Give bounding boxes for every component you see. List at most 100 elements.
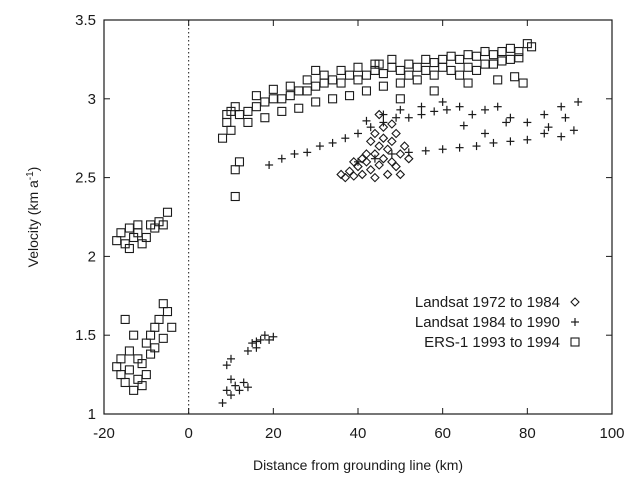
ers1-point — [527, 42, 537, 52]
landsat-1984-point — [269, 332, 278, 341]
landsat-1972-point — [361, 149, 372, 159]
ers1-point — [158, 333, 168, 343]
ers1-point — [158, 220, 168, 230]
landsat-1984-point — [354, 157, 362, 166]
y-tick-label: 2.5 — [75, 170, 96, 187]
landsat-1984-point — [442, 105, 451, 114]
x-tick-label: 40 — [350, 425, 367, 442]
landsat-1984-point — [557, 102, 566, 111]
ers1-point — [361, 86, 372, 96]
legend-entry-landsat-1984: Landsat 1984 to 1990 — [415, 314, 579, 331]
landsat-1984-point — [540, 110, 549, 119]
landsat-1972-point — [404, 153, 414, 164]
y-axis-title: Velocity (km a-1) — [25, 167, 41, 268]
landsat-1972-point — [365, 136, 376, 147]
landsat-1972-point — [336, 169, 346, 180]
landsat-1984-point — [574, 97, 583, 106]
landsat-1984-point — [459, 121, 468, 130]
ers1-point — [353, 62, 363, 72]
ers1-point — [438, 62, 448, 72]
landsat-1984-point — [341, 134, 350, 143]
landsat-1984-point — [481, 129, 489, 138]
ers1-point — [226, 125, 236, 135]
ers1-point — [150, 322, 160, 332]
ers1-point — [124, 243, 134, 254]
landsat-1984-point — [256, 335, 265, 344]
landsat-1972-point — [399, 141, 410, 151]
ers1-point — [514, 46, 524, 57]
landsat-1984-point — [252, 337, 261, 346]
ers1-point — [129, 385, 139, 395]
legend-marker-diamond — [570, 297, 580, 307]
landsat-1984-point — [523, 135, 532, 144]
ers1-point — [429, 58, 439, 68]
data-points — [112, 39, 583, 407]
ers1-point — [146, 349, 156, 359]
landsat-1984-point — [239, 378, 248, 387]
landsat-1984-point — [417, 102, 426, 111]
ers1-point — [387, 54, 397, 64]
ers1-point — [230, 165, 240, 175]
ers1-point — [336, 78, 346, 88]
landsat-1984-point — [569, 126, 578, 135]
ers1-point — [344, 70, 355, 80]
landsat-1984-point — [392, 113, 401, 122]
landsat-1972-point — [365, 164, 376, 175]
ers1-point — [505, 54, 515, 64]
ers1-point — [112, 362, 122, 372]
x-axis-ticks: -20 0 20 40 60 80 100 — [93, 20, 625, 442]
landsat-1972-point — [374, 141, 384, 151]
landsat-1984-point — [387, 149, 396, 158]
ers1-point — [319, 70, 329, 80]
ers1-point — [395, 94, 405, 104]
ers1-point — [133, 220, 143, 230]
ers1-point — [328, 94, 338, 104]
landsat-1984-point — [366, 123, 375, 132]
ers1-point — [230, 191, 240, 202]
landsat-1972-point — [378, 133, 389, 143]
ers1-point — [374, 59, 384, 69]
landsat-1984-point — [421, 146, 430, 155]
landsat-1984-point — [468, 110, 477, 119]
ers1-point — [162, 307, 173, 317]
landsat-1984-point — [303, 148, 312, 157]
ers1-point — [378, 69, 388, 79]
landsat-1984-point — [493, 102, 502, 111]
ers1-point — [319, 78, 329, 88]
landsat-1984-point — [227, 354, 235, 363]
landsat-1972-point — [374, 160, 384, 170]
landsat-1984-point — [231, 381, 240, 390]
legend-entry-ers1: ERS-1 1993 to 1994 — [424, 334, 580, 351]
ers1-point — [387, 62, 397, 72]
landsat-1984-point — [438, 97, 447, 106]
ers1-point — [141, 232, 151, 243]
ers1-point — [471, 51, 482, 61]
ers1-point — [116, 354, 126, 364]
landsat-1984-point — [362, 116, 371, 125]
ers1-point — [167, 322, 177, 332]
y-axis-title-main: Velocity (km a — [25, 180, 41, 267]
ers1-point — [463, 50, 473, 60]
landsat-1984-point — [248, 339, 257, 348]
landsat-1972-point — [340, 172, 351, 183]
ers1-point — [493, 75, 503, 85]
ers1-point — [463, 62, 473, 72]
y-axis-title-superscript: -1 — [25, 171, 36, 180]
ers1-point — [294, 103, 304, 113]
ers1-point — [429, 86, 439, 96]
ers1-point — [124, 365, 134, 375]
legend: Landsat 1972 to 1984 Landsat 1984 to 199… — [415, 294, 580, 351]
ers1-point — [421, 54, 431, 64]
ers1-point — [116, 370, 126, 380]
ers1-point — [120, 314, 130, 324]
ers1-point — [251, 91, 261, 101]
legend-marker-plus — [571, 318, 579, 326]
landsat-1984-point — [328, 138, 337, 147]
landsat-1984-point — [277, 154, 286, 163]
ers1-point — [311, 97, 321, 107]
ers1-point — [302, 86, 312, 96]
legend-label-landsat-1972: Landsat 1972 to 1984 — [415, 294, 560, 311]
ers1-point — [116, 228, 126, 238]
ers1-point — [141, 338, 151, 348]
ers1-point — [137, 359, 147, 369]
